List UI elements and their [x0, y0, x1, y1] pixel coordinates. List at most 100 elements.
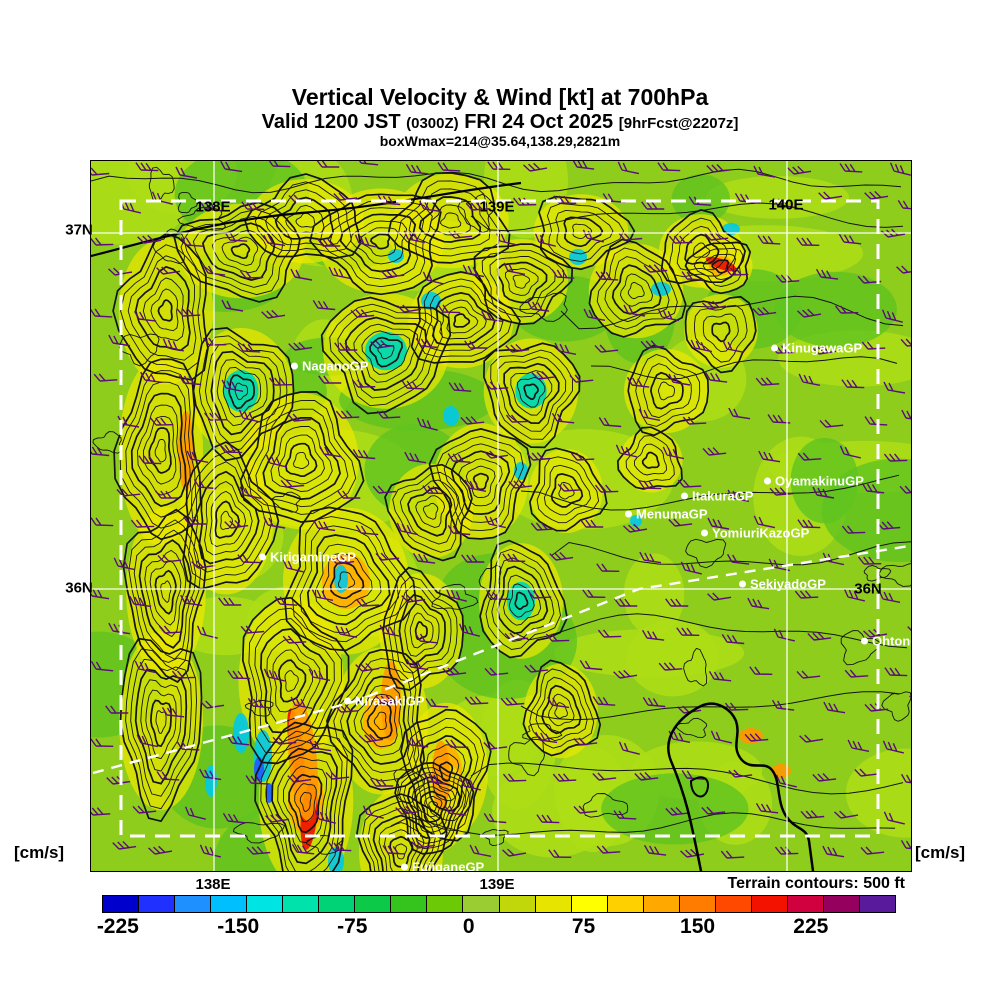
wind-barb	[246, 846, 271, 855]
wind-barb	[382, 845, 406, 855]
wind-barb	[618, 741, 640, 755]
wind-barb	[239, 486, 262, 499]
wind-barb	[311, 588, 334, 601]
terrain-contour	[422, 502, 439, 520]
wind-barb	[464, 340, 488, 349]
wind-barb	[419, 200, 442, 213]
wind-barb	[199, 844, 221, 858]
wind-barb	[287, 774, 312, 783]
wind-barb	[218, 597, 242, 606]
colorbar-segment	[607, 896, 644, 912]
wind-barb	[91, 446, 110, 457]
wind-barb	[658, 662, 683, 671]
terrain-contour	[541, 684, 582, 735]
wind-barb	[623, 523, 648, 533]
wind-barb	[445, 739, 469, 749]
station-label-yomiurikazogp: YomiuriKazoGP	[701, 526, 809, 541]
coastline	[689, 776, 709, 798]
wind-barb	[319, 445, 342, 458]
wind-barb	[639, 551, 662, 564]
wind-barb	[643, 844, 667, 856]
wind-barb	[758, 450, 781, 463]
wind-barb	[665, 807, 690, 816]
terrain-contour	[254, 618, 335, 744]
wind-barb	[557, 483, 582, 492]
terrain-contour	[458, 458, 503, 507]
vv-patch	[774, 271, 897, 347]
terrain-contour	[113, 358, 202, 541]
terrain-contour	[133, 529, 197, 660]
wind-barb	[665, 598, 689, 607]
terrain-contour	[596, 247, 678, 330]
colorbar-segment	[535, 896, 572, 912]
contour-line	[470, 202, 904, 232]
colorbar-segment	[175, 896, 212, 912]
wind-barb	[707, 517, 730, 530]
wind-barb	[183, 516, 207, 525]
graticule-label-36n: 36N	[65, 579, 93, 597]
wind-barb	[535, 731, 558, 744]
terrain-contour	[266, 638, 321, 723]
wind-barb	[403, 230, 426, 244]
terrain-contour	[635, 354, 701, 427]
wind-barb	[818, 191, 843, 200]
vv-patch	[388, 249, 404, 263]
wind-barb	[641, 201, 665, 210]
wind-barb	[245, 775, 269, 785]
wind-barb	[445, 588, 467, 602]
wind-barb	[138, 455, 162, 465]
wind-barb	[458, 623, 480, 637]
terrain-contour	[130, 392, 187, 508]
terrain-contour	[140, 679, 182, 772]
colorbar-segment	[751, 896, 788, 912]
terrain-contour	[150, 699, 172, 748]
wind-barb	[176, 308, 201, 317]
terrain-contour	[204, 343, 281, 444]
wind-barb	[91, 237, 114, 246]
colorbar-segment	[859, 896, 896, 912]
station-label-kirigaminegp: KirigamineGP	[259, 550, 356, 565]
wind-barb	[843, 588, 865, 602]
terrain-contour	[329, 207, 425, 280]
terrain-contour	[415, 786, 452, 828]
terrain-contour	[222, 366, 262, 418]
terrain-contour	[399, 479, 459, 545]
terrain-contour	[446, 306, 479, 334]
terrain-contour	[496, 261, 548, 304]
wind-barb	[573, 737, 598, 746]
terrain-contour	[228, 374, 255, 410]
terrain-contour	[424, 795, 443, 818]
terrain-contour	[404, 603, 440, 657]
wind-barb	[640, 340, 665, 349]
wind-barb	[799, 734, 824, 743]
wind-barb	[526, 452, 551, 461]
wind-barb	[157, 554, 182, 563]
valid-date: FRI 24 Oct 2025	[458, 111, 619, 133]
terrain-contour	[439, 299, 487, 340]
terrain-contour	[543, 464, 591, 516]
vv-patch	[821, 458, 911, 563]
terrain-contour	[125, 381, 192, 518]
wind-barb	[130, 519, 155, 528]
wind-barb	[351, 379, 376, 388]
wind-barb	[727, 489, 750, 502]
terrain-contour	[210, 350, 275, 436]
terrain-contour	[702, 253, 737, 281]
wind-barb	[800, 810, 825, 819]
vv-patch	[421, 292, 441, 310]
terrain-contour	[372, 814, 431, 871]
terrain-contour	[214, 500, 240, 539]
wind-barb	[291, 843, 315, 855]
wind-barb	[193, 479, 217, 490]
graticule-label-36n: 36N	[854, 580, 882, 598]
wind-barb	[582, 589, 606, 599]
terrain-contour	[369, 233, 391, 250]
wind-barb	[657, 162, 681, 172]
wind-barb	[372, 485, 397, 494]
wind-barb	[594, 484, 619, 493]
contour-line	[590, 356, 898, 380]
wind-barb	[508, 480, 533, 489]
bottom-lon-label-139e: 139E	[479, 876, 515, 893]
wind-barb	[406, 658, 429, 671]
terrain-contour	[120, 244, 203, 371]
